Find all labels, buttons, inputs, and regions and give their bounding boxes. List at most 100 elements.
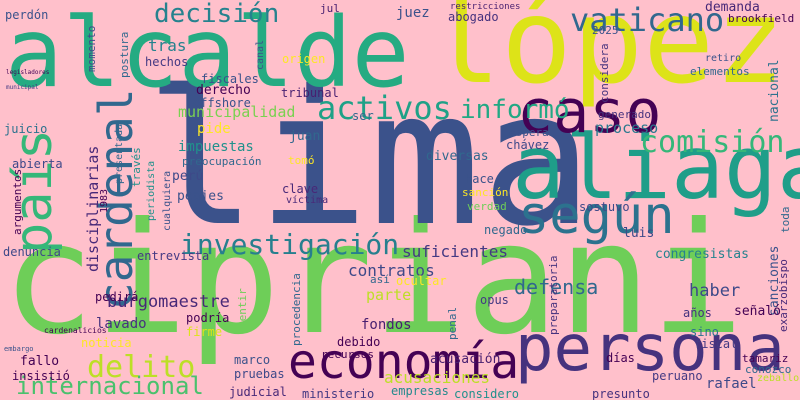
- word-juan: juan: [289, 129, 321, 144]
- word-fiscal: fiscal: [694, 337, 738, 351]
- word-abierta: abierta: [12, 157, 63, 171]
- word-abogado: abogado: [448, 10, 499, 24]
- word-investigacion: investigación: [180, 228, 400, 261]
- word-derecho: derecho: [196, 83, 251, 98]
- word-noticia: noticia: [81, 336, 132, 350]
- word-acusacion: acusación: [430, 352, 501, 367]
- word-parte: parte: [366, 286, 412, 304]
- word-luis: luis: [623, 226, 655, 241]
- word-burgomaestre: burgomaestre: [107, 292, 230, 312]
- word-clave: clave: [282, 182, 319, 196]
- word-entrevista: entrevista: [137, 249, 210, 263]
- word-canal: canal: [255, 39, 266, 70]
- word-activos: activos: [317, 89, 452, 127]
- word-tamariz: tamariz: [742, 352, 789, 365]
- word-origen: origen: [282, 52, 326, 66]
- word-embargo: embargo: [4, 345, 34, 353]
- word-contratos: contratos: [348, 261, 435, 280]
- word-periodista: periodista: [146, 160, 157, 221]
- word-sostuvo: sostuvo: [579, 200, 630, 214]
- word-offshore: offshore: [193, 96, 251, 110]
- word-demanda: demanda: [705, 0, 760, 15]
- word-congresistas: congresistas: [655, 247, 749, 262]
- word-alcalde: alcalde: [5, 0, 410, 109]
- word-decision: decisión: [154, 0, 280, 29]
- word-segun: según: [518, 186, 675, 246]
- word-fiscales: fiscales: [201, 72, 259, 86]
- word-senalo: señaló: [734, 304, 781, 319]
- word-preocupacion: preocupación: [182, 155, 262, 168]
- word-dias: días: [606, 351, 635, 365]
- word-haber: haber: [689, 281, 741, 301]
- word-restricciones: restricciones: [450, 2, 521, 12]
- word-negado: negado: [484, 223, 528, 237]
- word-penal: penal: [446, 306, 459, 340]
- word-recursos: recursos: [321, 348, 374, 361]
- word-pruebas: pruebas: [234, 367, 285, 381]
- word-proceso: proceso: [595, 119, 659, 137]
- word-pide: pide: [197, 121, 231, 137]
- word-ocultar: ocultar: [396, 274, 447, 288]
- word-rafael: rafael: [706, 376, 757, 392]
- word-hace: hace: [465, 172, 494, 186]
- word-acusaciones: acusaciones: [384, 368, 490, 387]
- word-ser: ser: [352, 109, 374, 123]
- word-presentada: presentada: [114, 123, 125, 184]
- word-zeballos: zeballos: [757, 373, 800, 384]
- word-delito: delito: [87, 350, 196, 385]
- word-retiro: retiro: [705, 53, 742, 64]
- word-insistio: insistió: [12, 369, 70, 383]
- word-anos: años: [683, 306, 712, 320]
- word-lopez: lópez: [430, 0, 786, 110]
- word-judicial: judicial: [229, 385, 287, 399]
- word-peruano: peruano: [652, 369, 703, 383]
- word-mentir: mentir: [236, 288, 249, 328]
- word-sino: sino: [690, 325, 719, 339]
- word-juez: juez: [396, 5, 430, 21]
- word-peajes: peajes: [177, 189, 224, 204]
- word-internacional: internacional: [16, 372, 204, 400]
- word-firme: firme: [186, 325, 223, 339]
- word-municipal: municipal: [6, 84, 39, 91]
- word-elementos: elementos: [690, 65, 750, 78]
- word-juicio: juicio: [4, 122, 48, 136]
- word-pedira: pedirá: [95, 290, 139, 304]
- word-jul: jul: [320, 2, 340, 15]
- word-defensa: defensa: [514, 275, 599, 299]
- word-vaticano: vaticano: [570, 1, 725, 39]
- word-preparatoria: preparatoria: [547, 255, 560, 335]
- word-lima: lima: [145, 50, 593, 267]
- word-economia: economía: [288, 334, 520, 390]
- word-opus: opus: [480, 293, 509, 307]
- word-considera: considera: [598, 43, 611, 103]
- word-procedencia: procedencia: [290, 273, 303, 346]
- word-presunto: presunto: [592, 387, 650, 400]
- word-tomo: tomó: [288, 154, 315, 167]
- word-perdon: perdón: [5, 8, 49, 22]
- word-cipriani: cipriani: [2, 190, 744, 369]
- word-aliaga: aliaga: [512, 116, 800, 219]
- word-cardenalicios: cardenalicios: [44, 326, 107, 335]
- word-nacional: nacional: [767, 59, 782, 122]
- word-generado: generado: [598, 108, 651, 121]
- word-momento: momento: [85, 25, 98, 72]
- word-espera: espera: [509, 126, 549, 139]
- word-chavez: chávez: [506, 138, 550, 152]
- word-considero: considero: [454, 387, 520, 400]
- word-suficientes: suficientes: [402, 242, 508, 261]
- word-conozco: conozco: [745, 363, 792, 376]
- word-debido: debido: [337, 335, 381, 349]
- word-ministerio: ministerio: [302, 387, 375, 400]
- word-cualquiera: cualquiera: [162, 170, 173, 231]
- word-impuestas: impuestas: [178, 139, 254, 155]
- word-comision: comisión: [640, 125, 785, 160]
- word-legisladores: legisladores: [6, 69, 50, 76]
- word-municipalidad: municipalidad: [178, 103, 296, 121]
- word-marco: marco: [234, 353, 271, 367]
- word-tras: tras: [148, 36, 187, 55]
- word-argumentos: argumentos: [11, 168, 24, 235]
- word-fallo: fallo: [20, 354, 60, 369]
- word-podria: podría: [186, 311, 230, 325]
- word-victima: víctima: [286, 195, 329, 206]
- word-denuncia: denuncia: [3, 245, 61, 259]
